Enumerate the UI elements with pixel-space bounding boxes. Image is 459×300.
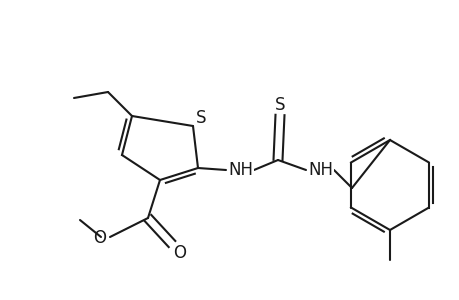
Text: NH: NH (308, 161, 333, 179)
Text: NH: NH (228, 161, 253, 179)
Text: S: S (274, 96, 285, 114)
Text: O: O (173, 244, 186, 262)
Text: S: S (196, 109, 206, 127)
Text: O: O (93, 229, 106, 247)
